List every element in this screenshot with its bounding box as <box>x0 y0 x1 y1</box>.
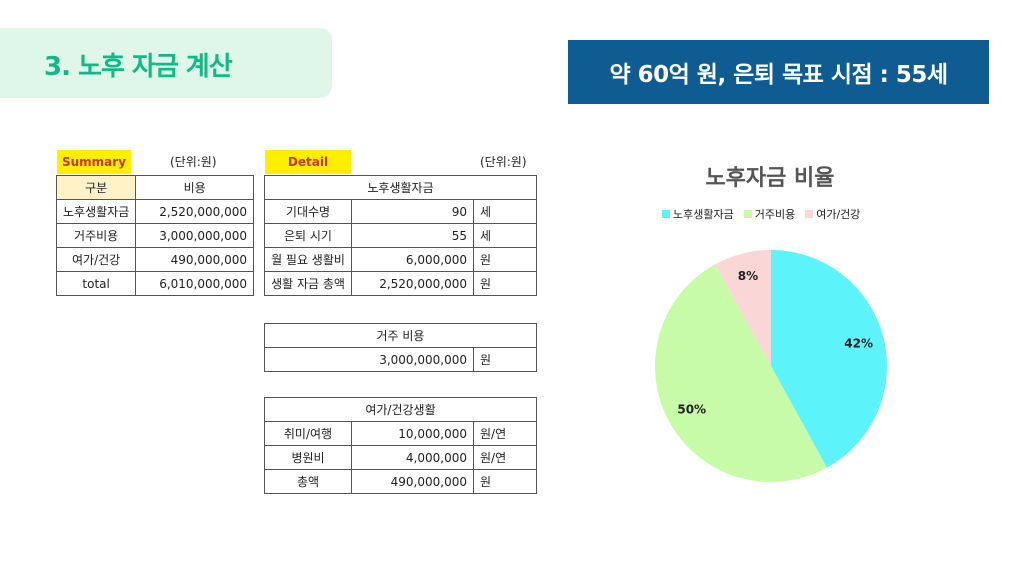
detail-cell: 병원비 <box>264 445 352 470</box>
legend-item: 여가/건강 <box>805 206 860 222</box>
detail-cell: 10,000,000 <box>351 421 474 446</box>
detail-unit: (단위:원) <box>480 155 527 169</box>
summary-cell: 노후생활자금 <box>55 199 137 224</box>
detail-cell: 원 <box>473 469 537 494</box>
table-row: 총액 490,000,000 원 <box>264 469 537 494</box>
detail-cell: 6,000,000 <box>351 247 474 272</box>
pie-data-label: 50% <box>677 403 706 417</box>
detail-cell: 원 <box>473 247 537 272</box>
table-row: total 6,010,000,000 <box>55 271 254 296</box>
pie-data-label: 42% <box>844 336 873 350</box>
summary-header-category: 구분 <box>55 175 137 200</box>
legend-label: 여가/건강 <box>816 208 861 221</box>
detail-cell: 원/연 <box>473 421 537 446</box>
detail-cell: 4,000,000 <box>351 445 474 470</box>
detail-cell: 생활 자금 총액 <box>264 271 352 296</box>
table-row: 월 필요 생활비 6,000,000 원 <box>264 247 537 272</box>
detail-cell: 기대수명 <box>264 199 352 224</box>
summary-table: 구분 비용 노후생활자금 2,520,000,000 거주비용 3,000,00… <box>55 175 254 296</box>
pie-slice-housing <box>655 264 827 482</box>
legend-label: 노후생활자금 <box>673 208 734 221</box>
legend-swatch-living <box>662 210 670 218</box>
detail-cell: 총액 <box>264 469 352 494</box>
table-row: 여가/건강생활 <box>264 397 537 422</box>
table-row: 거주비용 3,000,000,000 <box>55 223 254 248</box>
detail-tag: Detail <box>265 150 351 174</box>
leisure-health-title: 여가/건강생활 <box>264 397 537 422</box>
pie-data-label: 8% <box>738 269 758 283</box>
detail-cell: 원 <box>473 271 537 296</box>
detail-cell: 세 <box>473 223 537 248</box>
detail-cell: 490,000,000 <box>351 469 474 494</box>
table-row: 취미/여행 10,000,000 원/연 <box>264 421 537 446</box>
legend-item: 노후생활자금 <box>662 206 734 222</box>
summary-cell: 2,520,000,000 <box>135 199 254 224</box>
table-row: 구분 비용 <box>55 175 254 200</box>
table-row: 기대수명 90 세 <box>264 199 537 224</box>
summary-header-cost: 비용 <box>135 175 254 200</box>
legend-swatch-leisure <box>805 210 814 218</box>
housing-cost-value: 3,000,000,000 <box>264 347 474 372</box>
section-title: 3. 노후 자금 계산 <box>44 52 233 82</box>
detail-cell: 취미/여행 <box>264 421 352 446</box>
table-row: 생활 자금 총액 2,520,000,000 원 <box>264 271 537 296</box>
legend-swatch-housing <box>743 210 752 218</box>
summary-cell: 거주비용 <box>55 223 137 248</box>
table-row: 거주 비용 <box>264 323 537 348</box>
leisure-health-table: 여가/건강생활 취미/여행 10,000,000 원/연 병원비 4,000,0… <box>264 397 537 494</box>
detail-cell: 은퇴 시기 <box>264 223 352 248</box>
detail-cell: 월 필요 생활비 <box>264 247 352 272</box>
table-row: 병원비 4,000,000 원/연 <box>264 445 537 470</box>
housing-cost-table: 거주 비용 3,000,000,000 원 <box>264 323 537 372</box>
pie-chart: 42% 50% 8% <box>655 250 887 482</box>
table-row: 여가/건강 490,000,000 <box>55 247 254 272</box>
legend-item: 거주비용 <box>743 206 796 222</box>
living-fund-title: 노후생활자금 <box>264 175 537 200</box>
pie-slice-leisure <box>715 250 771 366</box>
detail-cell: 55 <box>351 223 474 248</box>
detail-cell: 2,520,000,000 <box>351 271 474 296</box>
table-row: 은퇴 시기 55 세 <box>264 223 537 248</box>
chart-title: 노후자금 비율 <box>705 166 835 191</box>
living-fund-table: 노후생활자금 기대수명 90 세 은퇴 시기 55 세 월 필요 생활비 6,0… <box>264 175 537 296</box>
pie-slice-living <box>771 250 887 468</box>
summary-unit: (단위:원) <box>170 155 217 169</box>
detail-cell: 세 <box>473 199 537 224</box>
goal-banner: 약 60억 원, 은퇴 목표 시점 : 55세 <box>568 40 989 104</box>
table-row: 노후생활자금 <box>264 175 537 200</box>
section-title-box <box>0 28 332 98</box>
housing-cost-unit: 원 <box>473 347 537 372</box>
detail-cell: 90 <box>351 199 474 224</box>
table-row: 노후생활자금 2,520,000,000 <box>55 199 254 224</box>
summary-cell: 490,000,000 <box>135 247 254 272</box>
summary-cell: 3,000,000,000 <box>135 223 254 248</box>
summary-cell: 6,010,000,000 <box>135 271 254 296</box>
detail-cell: 원/연 <box>473 445 537 470</box>
housing-cost-title: 거주 비용 <box>264 323 537 348</box>
chart-legend: 노후생활자금 거주비용 여가/건강 <box>662 206 860 222</box>
summary-cell: total <box>55 271 137 296</box>
summary-tag: Summary <box>57 150 131 174</box>
legend-label: 거주비용 <box>754 208 796 221</box>
table-row: 3,000,000,000 원 <box>264 347 537 372</box>
summary-cell: 여가/건강 <box>55 247 137 272</box>
